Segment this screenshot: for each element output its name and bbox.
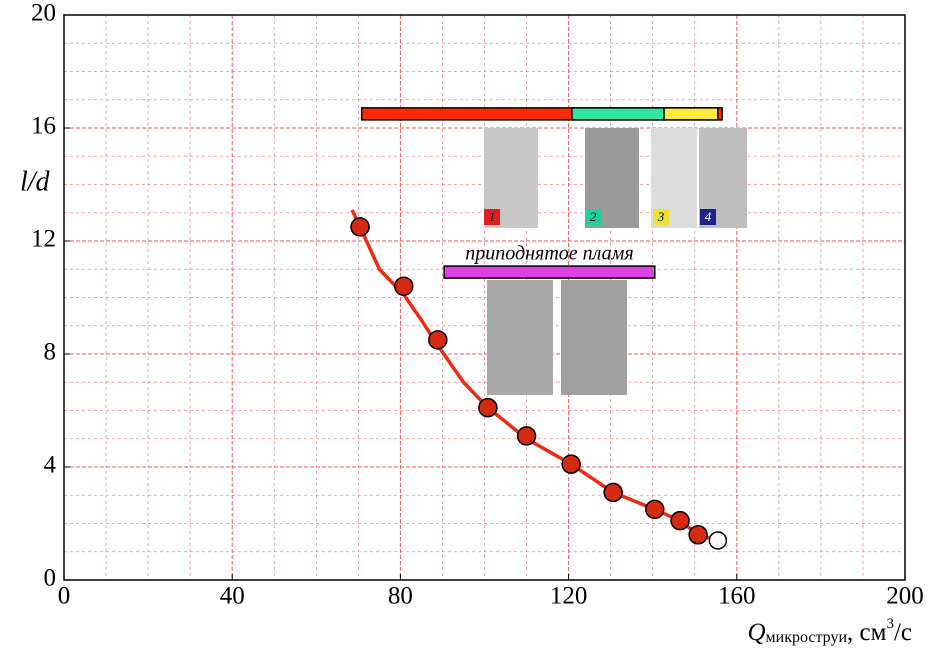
data-point <box>604 483 622 501</box>
data-point <box>429 331 447 349</box>
y-tick-label: 8 <box>44 339 57 366</box>
grid <box>64 15 905 580</box>
y-tick-label: 0 <box>44 565 57 592</box>
data-point <box>562 455 580 473</box>
x-tick-label: 120 <box>550 583 588 610</box>
x-tick-label: 160 <box>718 583 756 610</box>
data-point <box>689 526 707 544</box>
y-tick-label: 4 <box>44 452 57 479</box>
range-bar <box>444 266 655 278</box>
photo-label: 1 <box>489 209 496 224</box>
x-axis-label: Qмикроструи, см3/с <box>747 616 912 645</box>
data-point <box>671 512 689 530</box>
photo-label: 4 <box>705 209 712 224</box>
x-label-unit: , см <box>847 619 887 646</box>
data-point <box>479 399 497 417</box>
x-label-symbol: Q <box>747 619 765 646</box>
x-label-unit-end: /с <box>894 619 912 646</box>
data-point <box>518 427 536 445</box>
x-tick-label: 0 <box>58 583 71 610</box>
range-bar <box>572 108 664 120</box>
x-tick-label: 200 <box>886 583 924 610</box>
data-point <box>351 218 369 236</box>
x-tick-label: 40 <box>220 583 245 610</box>
y-tick-label: 20 <box>31 0 56 27</box>
photo <box>487 280 553 395</box>
range-bar <box>664 108 718 120</box>
photo-label: 3 <box>657 209 665 224</box>
photo-label: 2 <box>590 209 597 224</box>
y-axis-label: l/d <box>20 166 51 197</box>
photo <box>561 280 627 395</box>
chart: 1 2 3 4 l/d Qмикроструи, см3/с 040801201… <box>0 0 928 650</box>
x-label-power: 3 <box>886 616 894 632</box>
data-point <box>395 277 413 295</box>
y-tick-label: 12 <box>31 226 56 253</box>
open-point <box>709 532 726 549</box>
x-tick-label: 80 <box>388 583 413 610</box>
data-point <box>646 500 664 518</box>
page: 1 2 3 4 l/d Qмикроструи, см3/с 040801201… <box>0 0 928 655</box>
annotation: приподнятое пламя <box>465 243 633 265</box>
y-tick-label: 16 <box>31 113 56 140</box>
x-label-subscript: микроструи <box>766 629 848 646</box>
